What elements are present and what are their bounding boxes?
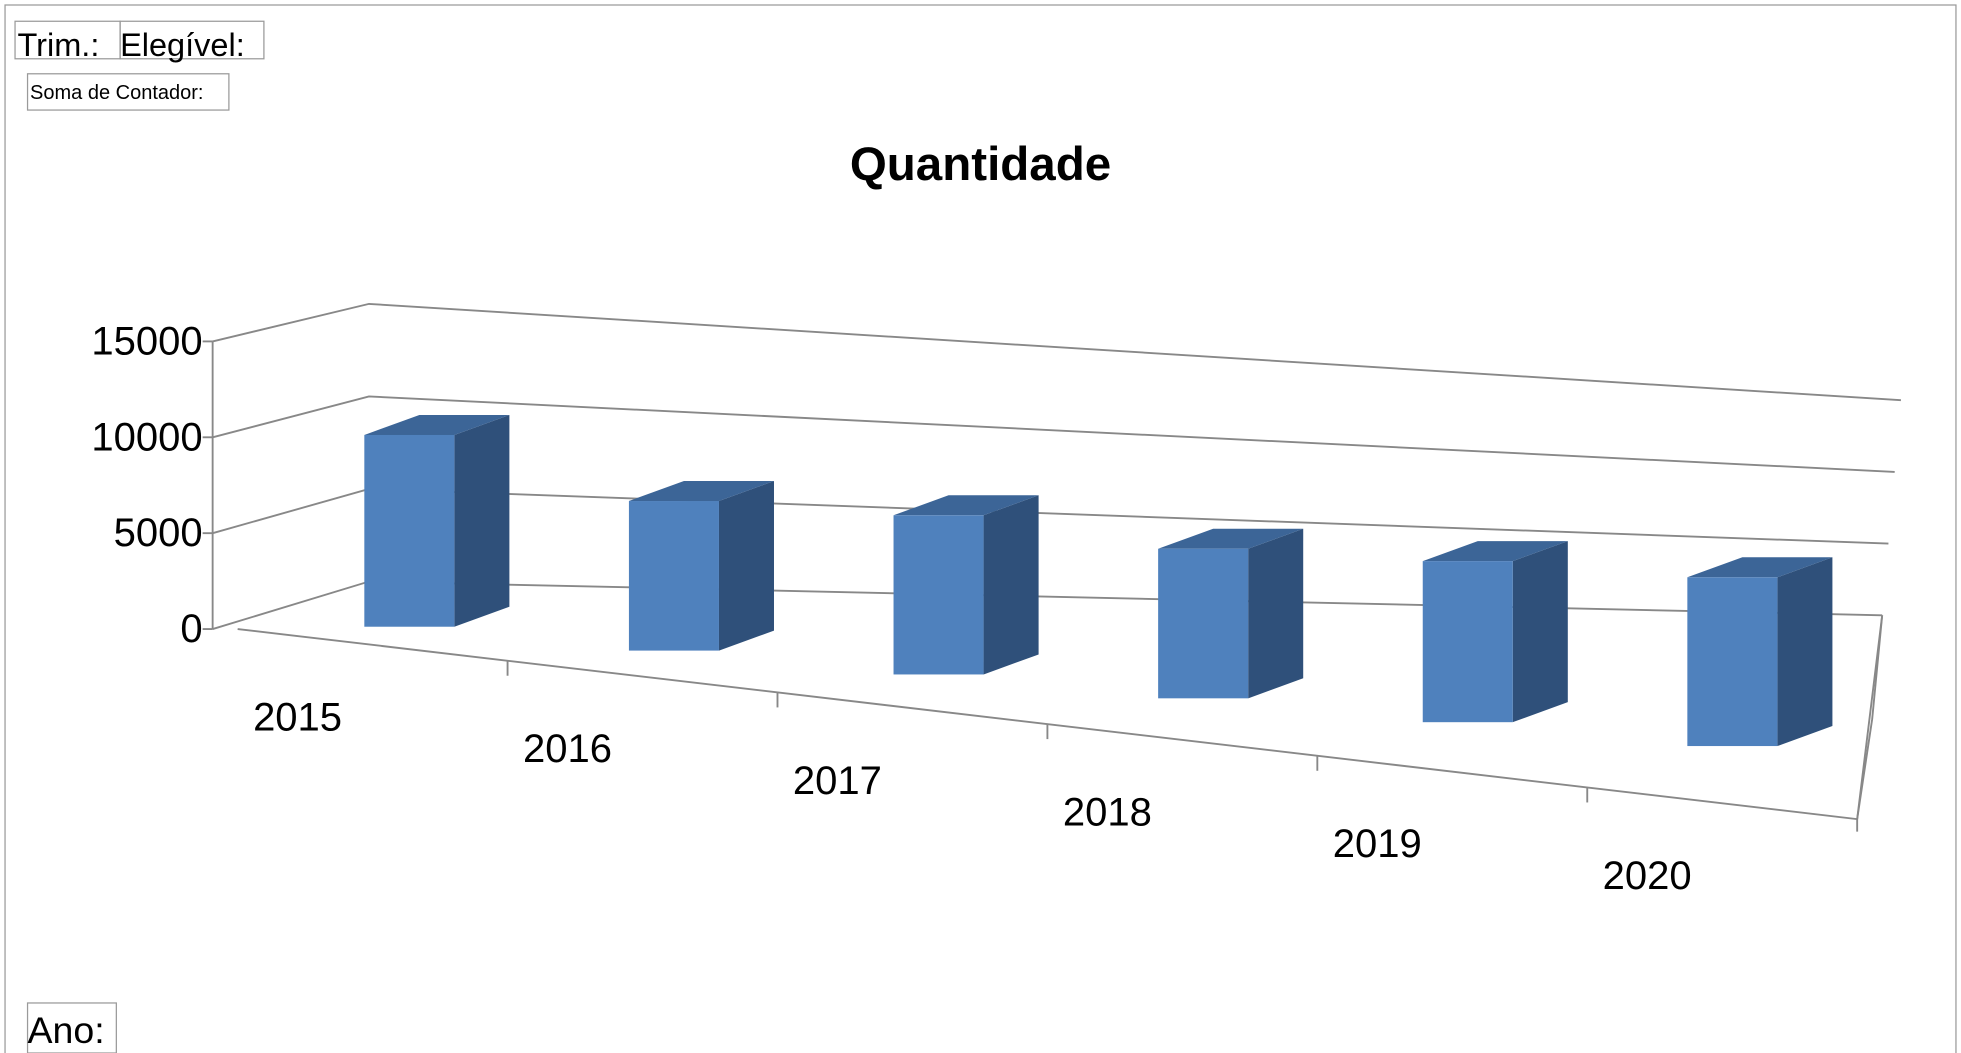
x-tick-label: 2018 [1063,791,1152,835]
x-tick-label: 2020 [1603,854,1692,898]
bar-side [1512,541,1568,723]
bar-side [1777,557,1833,747]
bar-top [893,495,1039,516]
y-tick-label: 10000 [91,415,202,459]
chart-title: Quantidade [850,138,1111,191]
grid-line [212,302,1901,402]
bar-top [364,414,510,435]
axis-field[interactable]: Ano: [28,1009,105,1051]
floor-edge [1856,615,1884,832]
x-tick-label: 2016 [523,727,612,771]
chart-border [4,4,1957,1053]
y-tick-label: 15000 [91,319,202,363]
bar [1158,548,1249,699]
bar-top [1422,541,1568,562]
bar-side [454,414,510,627]
y-tick-label: 0 [180,607,202,651]
bar [628,501,719,651]
value-field-box[interactable] [26,73,230,111]
x-tick-label: 2015 [253,695,342,739]
bar [1422,561,1513,723]
filter-elegivel[interactable]: Elegível: [120,27,245,63]
grid-line [212,395,1895,473]
bar-side [718,481,774,651]
bar [1687,577,1778,747]
bar [893,515,984,675]
value-field[interactable]: Soma de Contador: [30,82,203,104]
bar-top [1687,557,1833,578]
bar-side [983,495,1039,675]
x-tick-label: 2019 [1333,822,1422,866]
filter-trim[interactable]: Trim.: [18,27,100,63]
bar-side [1248,528,1304,699]
floor-edge [237,615,1884,821]
y-tick-label: 5000 [114,511,203,555]
x-tick-label: 2017 [793,759,882,803]
axis-field-box[interactable] [26,1002,117,1053]
bar-top [628,481,774,502]
bar [364,434,455,627]
bar-top [1158,528,1304,549]
filter-box[interactable] [119,20,265,60]
